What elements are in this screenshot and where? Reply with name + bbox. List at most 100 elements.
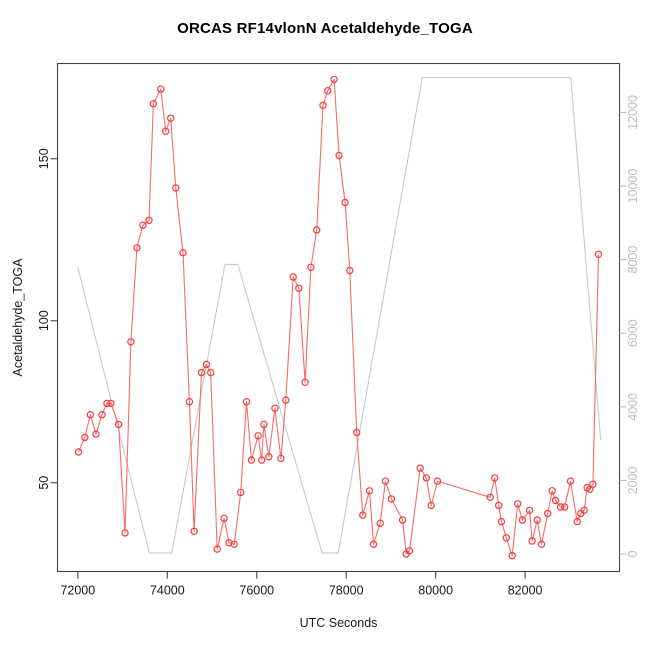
- data-point-marker: [416, 464, 424, 472]
- data-point-marker: [551, 496, 560, 505]
- data-point-marker: [525, 506, 534, 514]
- data-point-marker: [127, 338, 135, 346]
- data-point-marker: [561, 503, 569, 511]
- right-tick-label: 10000: [626, 169, 640, 204]
- data-point-marker: [381, 477, 390, 485]
- x-tick-label: 80000: [418, 584, 453, 598]
- chart-title: ORCAS RF14vlonN Acetaldehyde_TOGA: [177, 20, 473, 37]
- data-point-marker: [528, 537, 536, 545]
- right-tick-label: 2000: [626, 466, 640, 494]
- data-point-marker: [580, 506, 588, 514]
- data-point-marker: [179, 248, 187, 257]
- data-point-marker: [365, 487, 374, 495]
- data-point-marker: [533, 516, 541, 524]
- data-point-marker: [353, 428, 361, 437]
- data-point-marker: [92, 430, 100, 438]
- data-point-marker: [213, 545, 221, 553]
- data-point-marker: [376, 519, 384, 527]
- y-tick-label: 100: [37, 310, 51, 331]
- data-point-marker: [359, 511, 367, 519]
- data-point-marker: [265, 453, 273, 461]
- data-point-marker: [556, 503, 565, 511]
- series-altitude: [77, 76, 602, 554]
- x-axis-title: UTC Seconds: [300, 616, 378, 630]
- data-point-marker: [114, 420, 123, 429]
- y-axis-right: 0 2000 4000 6000 8000 10000 12000: [619, 95, 640, 557]
- data-point-marker: [157, 85, 165, 93]
- data-point-marker: [508, 551, 516, 560]
- data-point-marker: [422, 474, 430, 482]
- right-tick-label: 0: [626, 550, 640, 557]
- acetaldehyde-line: [77, 78, 600, 557]
- data-point-marker: [398, 516, 407, 524]
- data-point-marker: [289, 273, 297, 281]
- data-point-marker: [319, 101, 327, 110]
- data-point-marker: [271, 404, 279, 412]
- data-point-marker: [313, 226, 321, 234]
- data-point-marker: [121, 529, 129, 537]
- data-point-marker: [230, 540, 238, 549]
- data-point-marker: [544, 509, 552, 518]
- data-point-marker: [433, 477, 442, 485]
- right-tick-label: 12000: [626, 95, 640, 130]
- x-tick-label: 76000: [239, 584, 274, 598]
- data-point-marker: [573, 517, 581, 526]
- data-point-marker: [103, 399, 111, 408]
- x-axis: 72000 74000 76000 78000 80000 82000 UTC Second…: [60, 571, 543, 630]
- data-point-marker: [514, 500, 522, 508]
- data-point-marker: [202, 360, 211, 369]
- data-point-marker: [307, 263, 315, 271]
- data-point-marker: [369, 540, 378, 549]
- data-point-marker: [206, 368, 215, 377]
- data-point-marker: [185, 398, 194, 406]
- x-tick-label: 74000: [150, 584, 185, 598]
- data-point-marker: [491, 474, 499, 482]
- data-point-marker: [427, 501, 435, 510]
- y-tick-label: 50: [37, 476, 51, 490]
- y-tick-label: 150: [37, 148, 51, 169]
- data-point-marker: [330, 75, 338, 84]
- data-point-marker: [139, 221, 147, 229]
- data-point-marker: [346, 266, 354, 275]
- data-point-marker: [149, 99, 158, 108]
- data-point-marker: [548, 487, 556, 495]
- data-point-marker: [335, 151, 343, 160]
- data-point-marker: [98, 411, 106, 419]
- data-point-marker: [242, 398, 251, 406]
- data-point-marker: [537, 540, 546, 549]
- right-tick-label: 6000: [626, 319, 640, 347]
- data-point-marker: [282, 396, 290, 404]
- data-point-marker: [341, 198, 349, 207]
- data-point-marker: [324, 86, 332, 95]
- data-point-marker: [236, 488, 245, 497]
- data-point-marker: [295, 284, 303, 292]
- data-point-marker: [247, 456, 256, 464]
- data-point-marker: [301, 378, 309, 386]
- plot-box: [56, 62, 621, 573]
- x-tick-label: 78000: [329, 584, 364, 598]
- altitude-line: [77, 76, 602, 554]
- data-point-marker: [172, 184, 180, 192]
- data-point-marker: [254, 432, 262, 440]
- data-point-marker: [107, 399, 115, 408]
- data-point-marker: [502, 534, 510, 542]
- data-point-marker: [566, 477, 575, 485]
- data-point-marker: [589, 480, 597, 488]
- data-point-marker: [486, 493, 494, 501]
- data-point-marker: [190, 527, 198, 536]
- data-point-marker: [197, 368, 206, 377]
- data-point-marker: [518, 516, 527, 524]
- data-point-marker: [166, 114, 175, 123]
- x-tick-label: 72000: [60, 584, 95, 598]
- data-point-marker: [86, 411, 95, 419]
- right-tick-label: 4000: [626, 393, 640, 421]
- data-point-marker: [133, 244, 141, 252]
- y-axis-left: 50 100 150 Acetaldehyde_TOGA: [11, 148, 58, 490]
- data-point-marker: [387, 495, 396, 503]
- series-acetaldehyde: [74, 75, 603, 560]
- data-point-marker: [260, 420, 268, 429]
- data-point-marker: [145, 216, 153, 224]
- data-point-marker: [405, 547, 414, 555]
- data-point-marker: [495, 501, 503, 510]
